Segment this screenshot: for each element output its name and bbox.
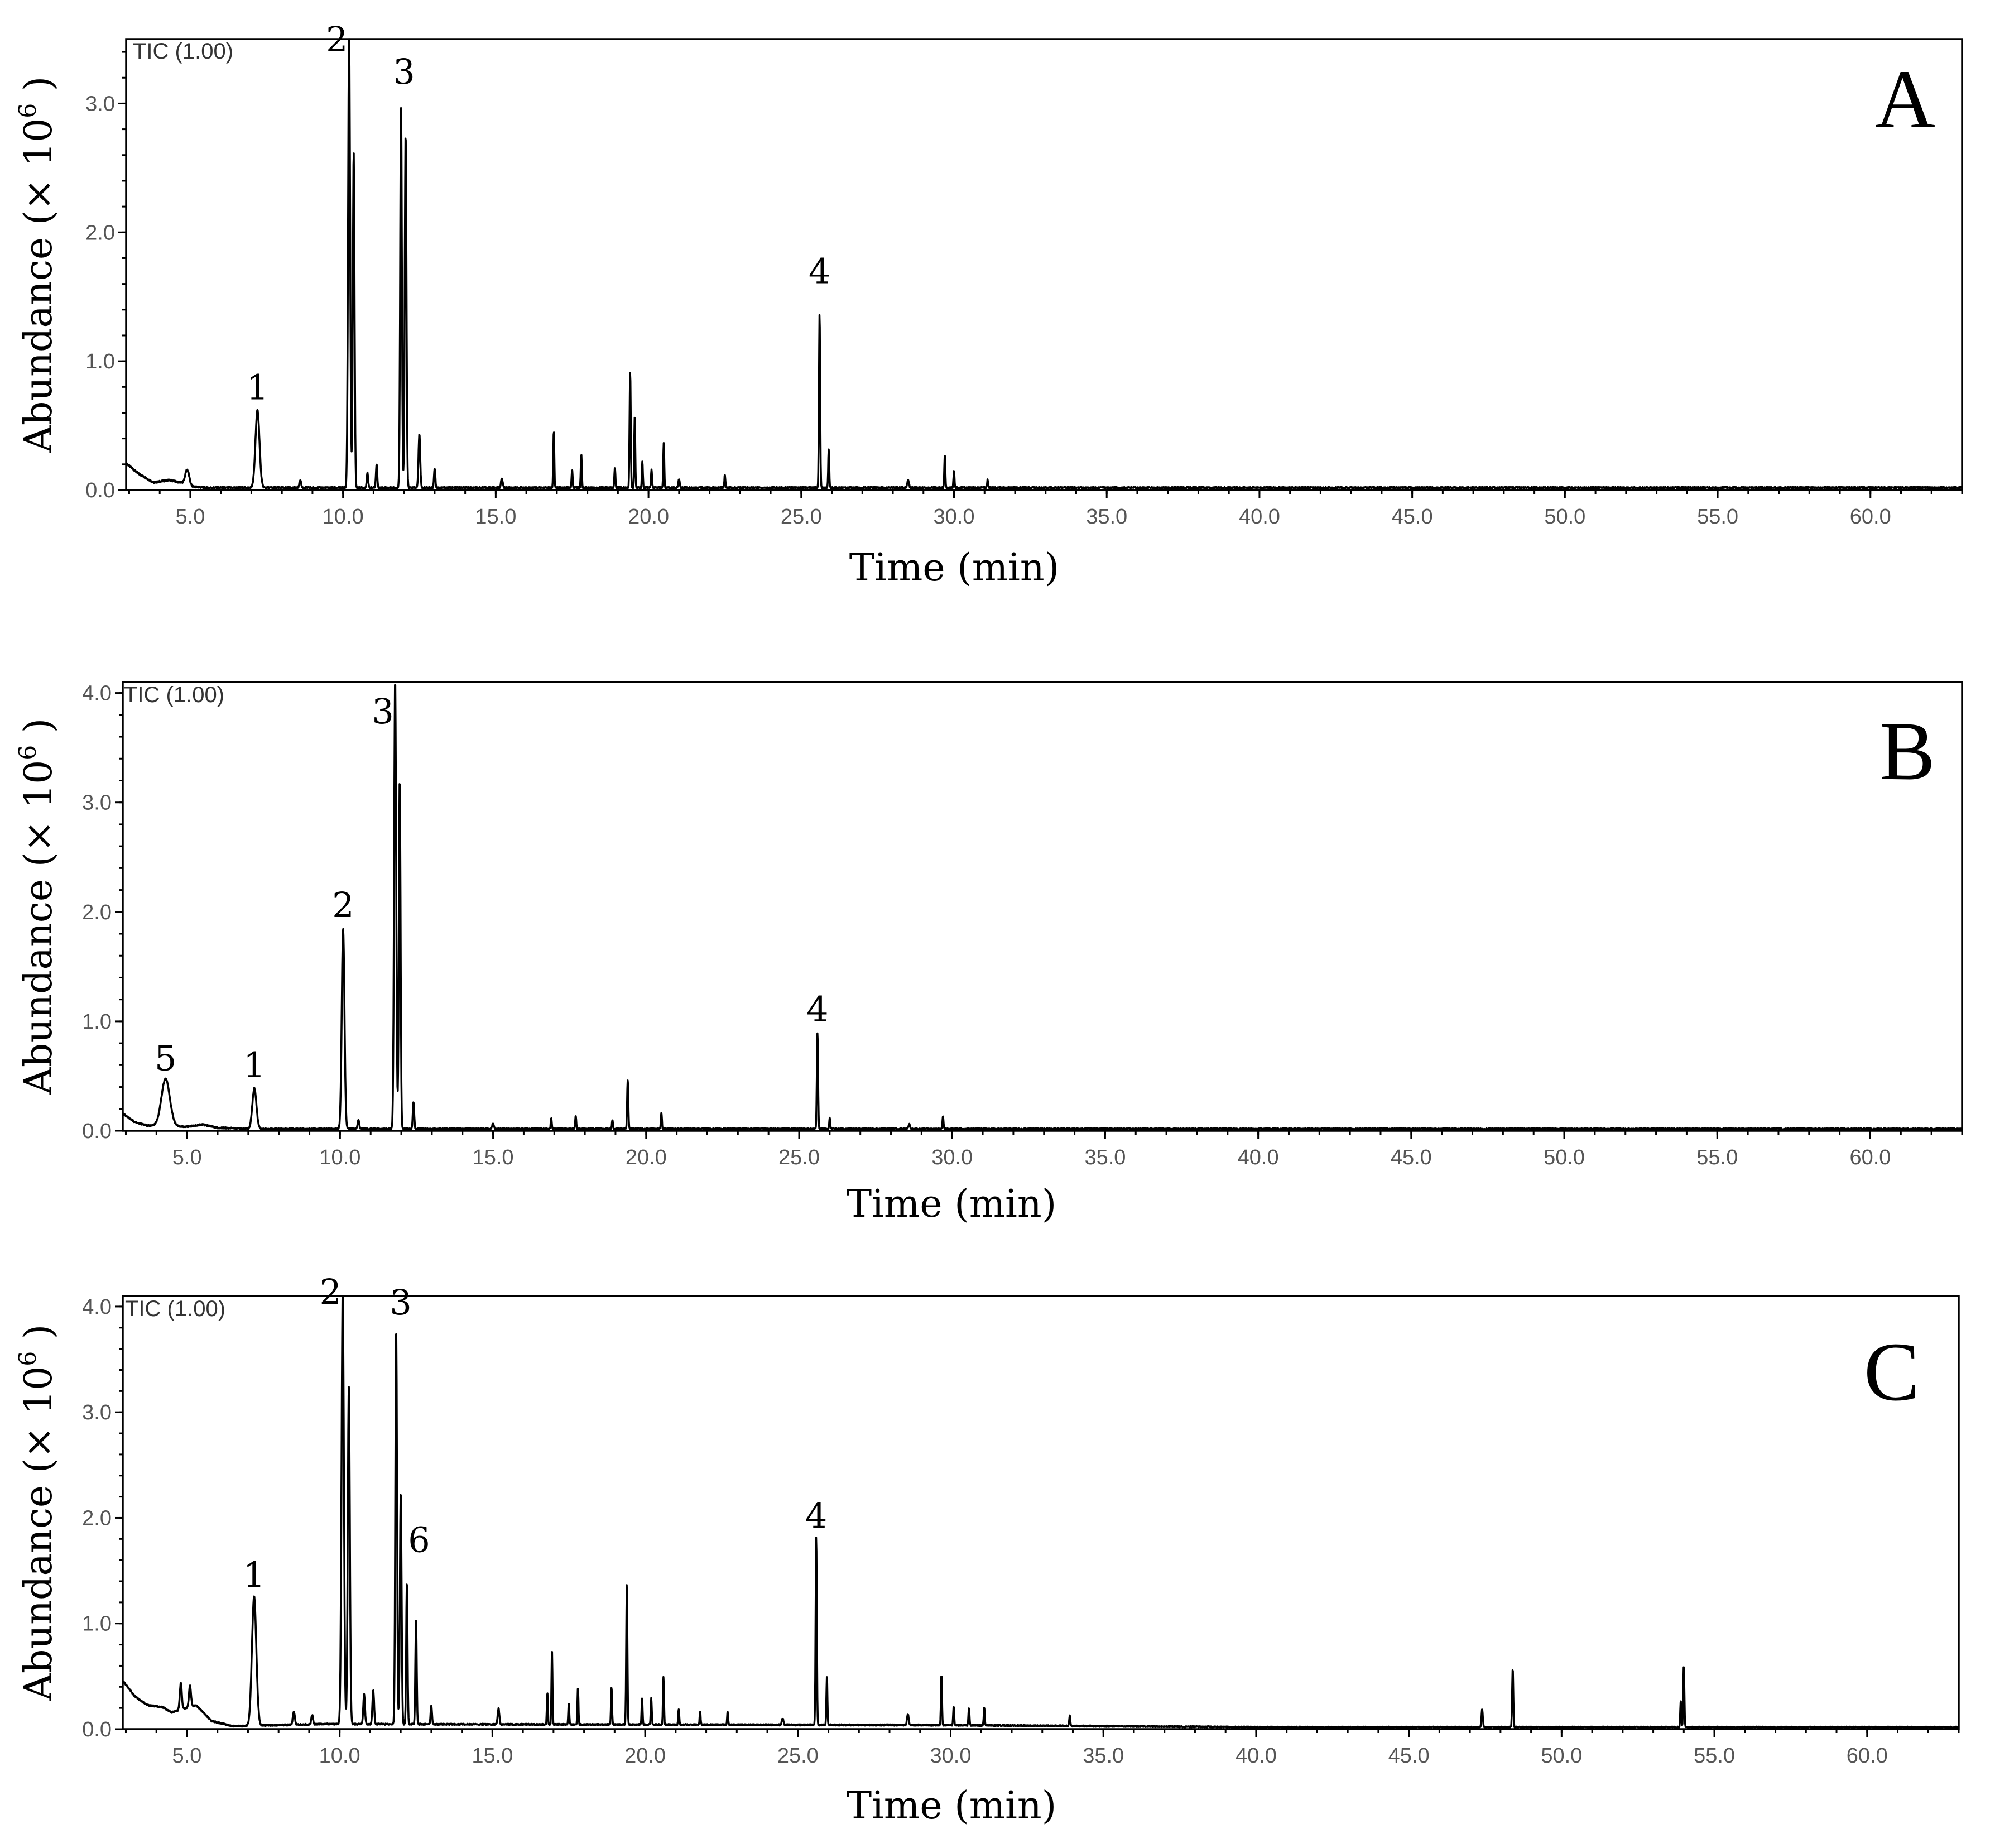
y-tick-label: 4.0 [82,1295,112,1319]
x-tick-label: 55.0 [1694,1744,1735,1768]
tic-trace [122,684,1963,1131]
x-tick-label: 50.0 [1544,1146,1585,1169]
x-tick-label: 30.0 [931,1146,973,1169]
peak-label-1: 1 [243,1044,265,1085]
x-tick-label: 35.0 [1083,1744,1124,1768]
plot-frame [125,38,1963,491]
x-tick-label: 40.0 [1236,1744,1277,1768]
x-tick-label: 60.0 [1849,1146,1891,1169]
y-tick-label: 3.0 [85,92,115,116]
y-tick-label: 1.0 [82,1612,112,1636]
x-tick-label: 15.0 [475,505,516,529]
y-tick-label: 3.0 [82,791,112,815]
y-axis-title: Abundance (× 106 ) [14,76,61,454]
panel-letter: C [1864,1326,1920,1418]
peak-label-3: 3 [372,691,393,732]
y-tick-label: 3.0 [82,1401,112,1424]
peak-label-1: 1 [247,367,268,407]
peak-label-1: 1 [243,1554,265,1595]
x-tick-label: 30.0 [930,1744,972,1768]
y-tick-label: 0.0 [82,1120,112,1143]
peak-label-4: 4 [805,1495,827,1536]
y-tick-label: 4.0 [82,682,112,705]
x-tick-label: 55.0 [1696,1146,1738,1169]
x-tick-label: 10.0 [323,505,364,529]
y-tick-label: 2.0 [85,221,115,244]
x-tick-label: 5.0 [172,1744,202,1768]
x-tick-label: 5.0 [176,505,205,529]
x-tick-label: 35.0 [1084,1146,1126,1169]
panel-letter: A [1875,53,1935,146]
x-tick-label: 50.0 [1544,505,1585,529]
peak-label-3: 3 [390,1282,411,1323]
y-tick-label: 2.0 [82,1506,112,1530]
y-axis-title: Abundance (× 106 ) [14,718,61,1096]
panel-c: TIC (1.00) C 5.0 10.0 15.0 20.0 25.0 30.0 35.0… [14,1271,1960,1828]
y-axis-title: Abundance (× 106 ) [14,1324,61,1702]
x-tick-label: 25.0 [777,1744,819,1768]
peak-label-4: 4 [806,988,828,1029]
x-tick-label: 45.0 [1388,1744,1430,1768]
trace-label: TIC (1.00) [124,683,224,707]
x-tick-label: 60.0 [1850,505,1891,529]
peak-label-4: 4 [809,251,830,292]
x-tick-label: 50.0 [1541,1744,1582,1768]
x-tick-label: 30.0 [934,505,975,529]
x-tick-label: 45.0 [1392,505,1433,529]
trace-label: TIC (1.00) [133,39,233,64]
x-tick-label: 45.0 [1391,1146,1432,1169]
peak-label-2: 2 [332,885,354,925]
x-tick-label: 15.0 [472,1744,513,1768]
x-tick-label: 40.0 [1238,1146,1279,1169]
x-tick-label: 25.0 [778,1146,820,1169]
tic-trace [125,38,1963,489]
trace-label: TIC (1.00) [125,1297,225,1321]
x-axis-title: Time (min) [847,1784,1057,1828]
peak-label-6: 6 [408,1520,430,1561]
tic-trace [122,1295,1960,1729]
plot-frame [122,681,1963,1132]
y-tick-label: 1.0 [82,1010,112,1034]
x-axis-title: Time (min) [849,546,1060,590]
y-tick-label: 2.0 [82,901,112,924]
x-tick-label: 20.0 [628,505,669,529]
peak-annotations: 1 2 3 6 4 [243,1271,828,1595]
peak-annotations: 1 2 3 4 [247,19,831,407]
axis-ticks: 5.0 10.0 15.0 20.0 25.0 30.0 35.0 40.0 45.0 50.0 5… [82,1295,1960,1768]
x-tick-label: 60.0 [1847,1744,1888,1768]
x-tick-label: 40.0 [1239,505,1280,529]
x-axis-title: Time (min) [847,1182,1057,1226]
x-tick-label: 25.0 [781,505,822,529]
x-tick-label: 10.0 [319,1146,360,1169]
y-tick-label: 0.0 [85,479,115,502]
plot-frame [122,1295,1960,1730]
x-tick-label: 55.0 [1697,505,1738,529]
peak-label-3: 3 [393,51,415,92]
panel-a: TIC (1.00) A 5.0 10.0 15.0 20.0 25.0 30.0 35.0… [14,19,1963,590]
x-tick-label: 5.0 [172,1146,202,1169]
peak-label-2: 2 [326,19,348,60]
x-tick-label: 20.0 [626,1146,667,1169]
axis-ticks: 5.0 10.0 15.0 20.0 25.0 30.0 35.0 40.0 45.0 50.0 5… [82,682,1963,1169]
peak-label-2: 2 [320,1271,342,1312]
peak-annotations: 5 1 2 3 4 [155,691,829,1085]
x-tick-label: 20.0 [624,1744,666,1768]
y-tick-label: 1.0 [85,350,115,373]
panel-letter: B [1879,705,1935,798]
x-tick-label: 15.0 [473,1146,514,1169]
x-tick-label: 10.0 [319,1744,360,1768]
y-tick-label: 0.0 [82,1718,112,1741]
peak-label-5: 5 [155,1038,176,1079]
axis-ticks: 5.0 10.0 15.0 20.0 25.0 30.0 35.0 40.0 45.0 50.0 5… [85,51,1963,529]
x-tick-label: 35.0 [1086,505,1127,529]
panel-b: TIC (1.00) B 5.0 10.0 15.0 20.0 25.0 30.0 35.0… [14,681,1963,1226]
